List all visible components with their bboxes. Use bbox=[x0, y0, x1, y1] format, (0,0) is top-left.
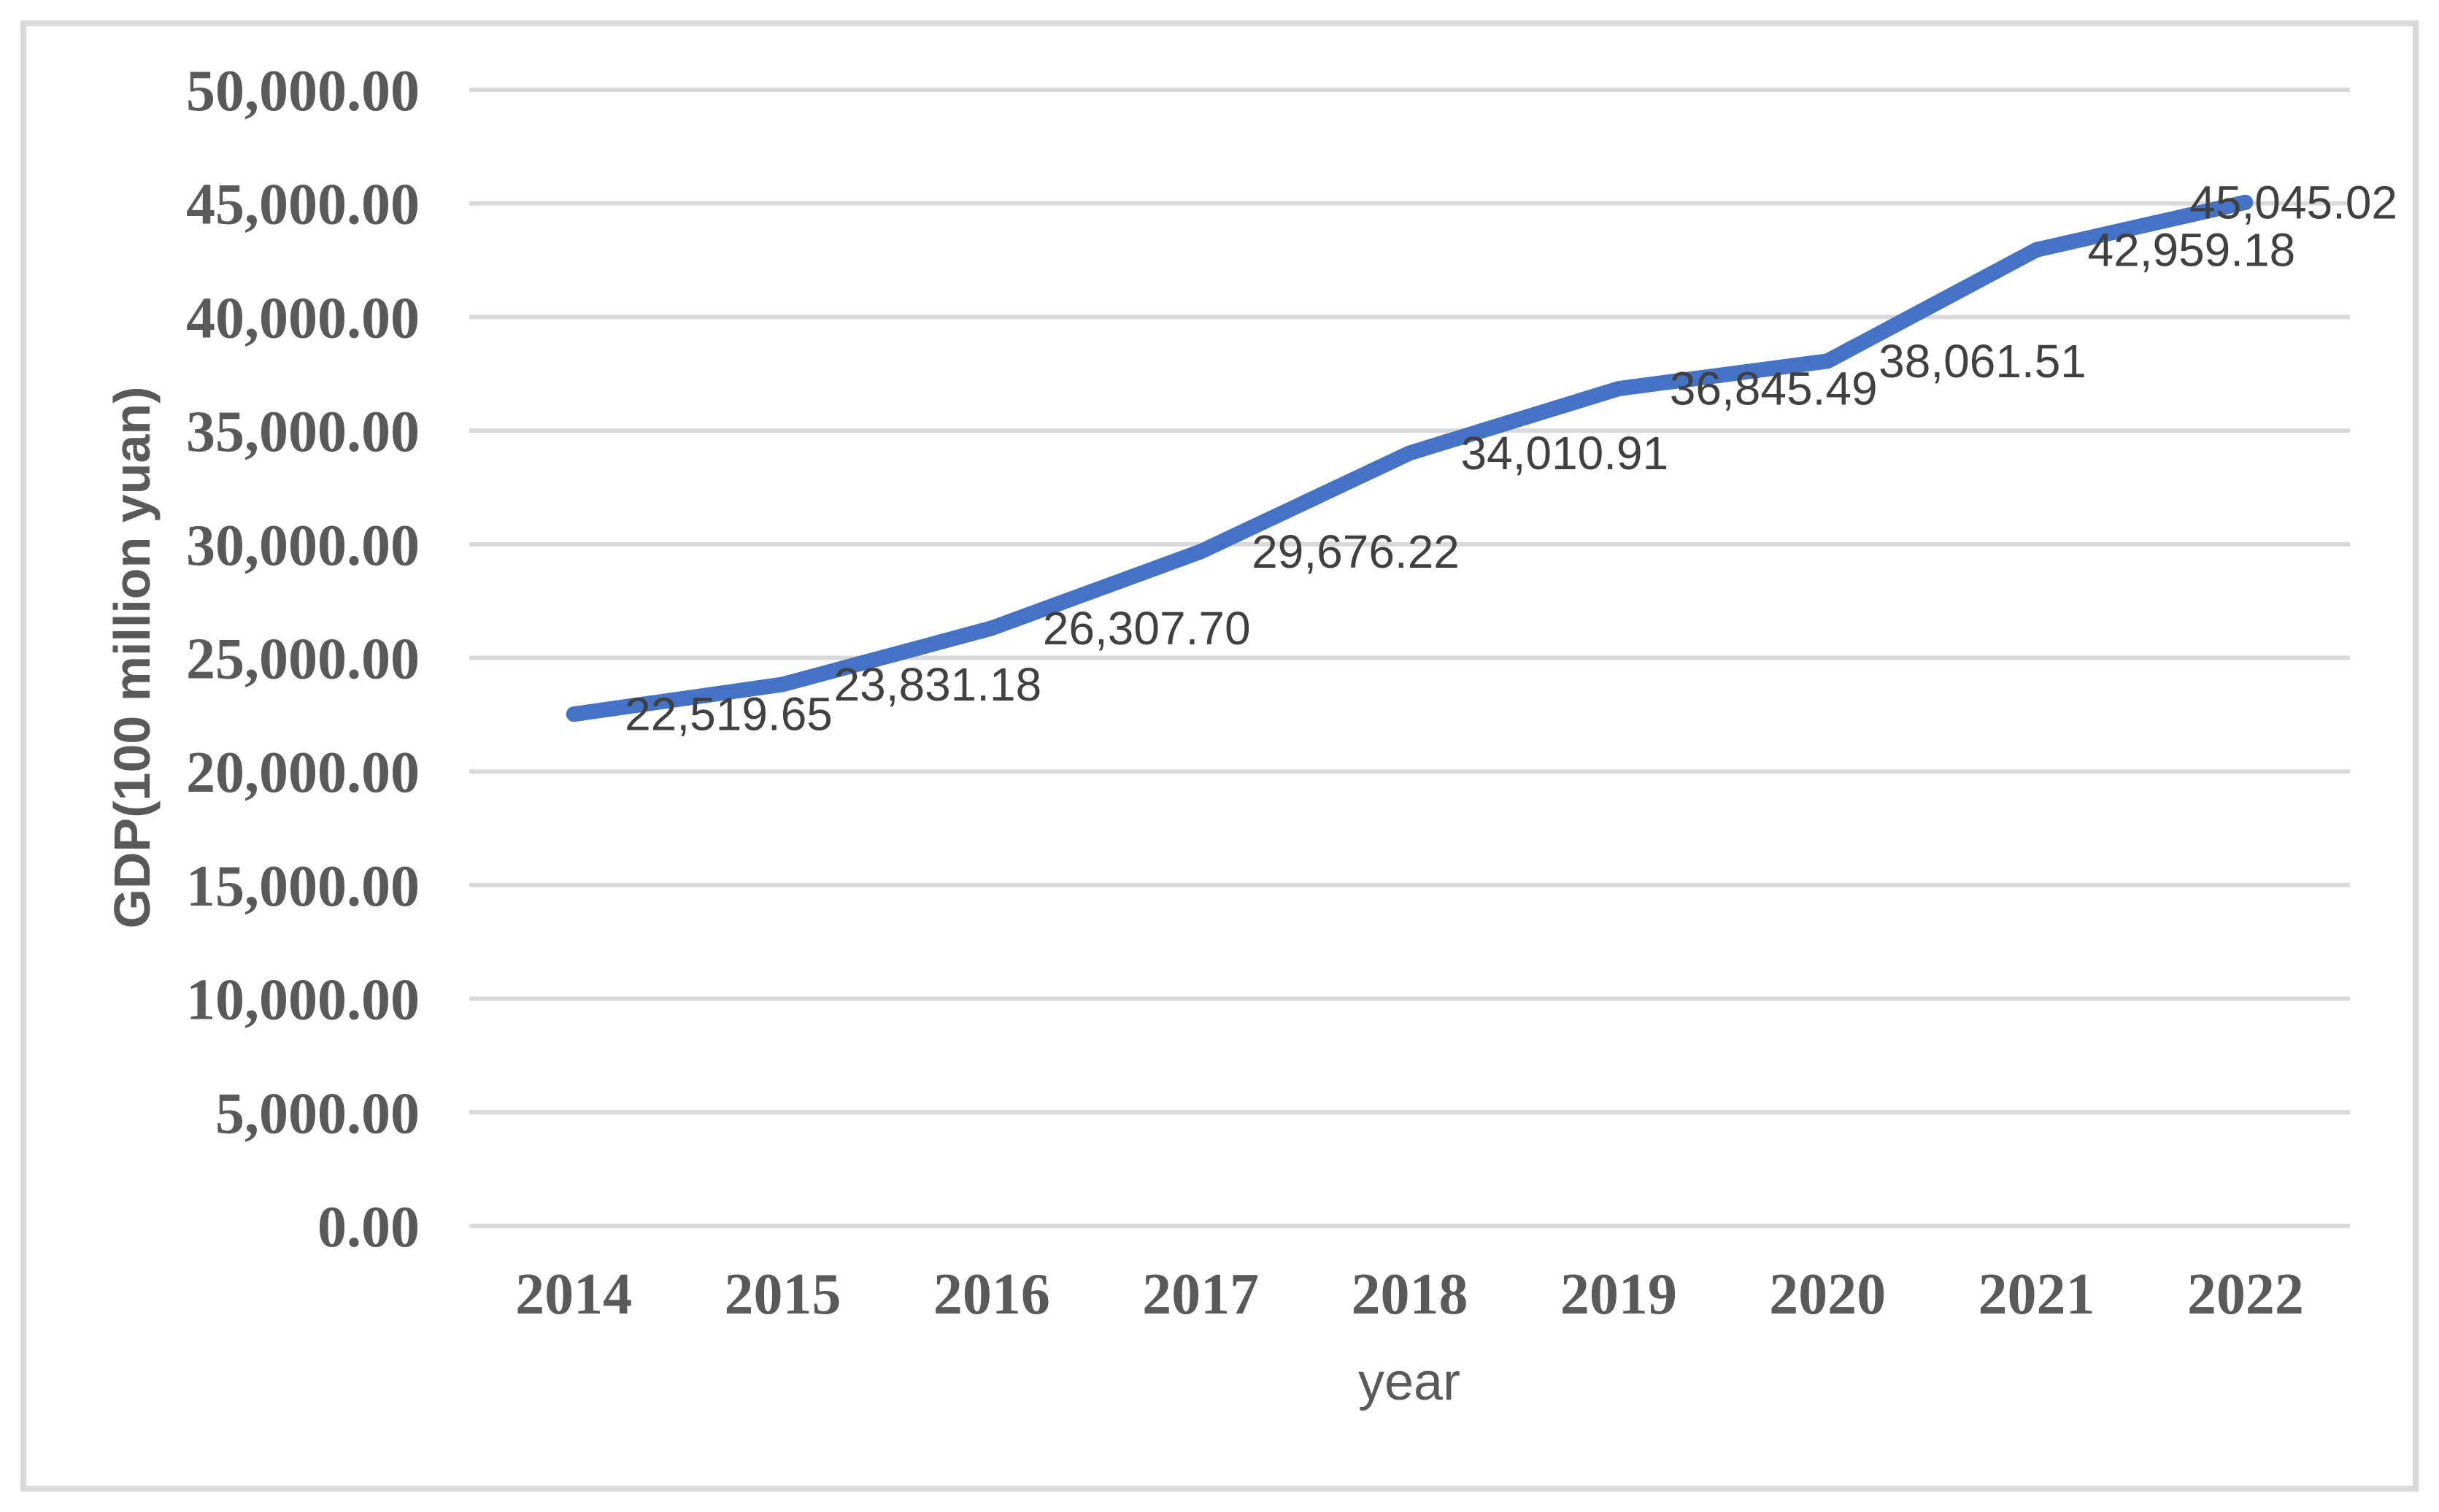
x-axis-title: year bbox=[1358, 1353, 1460, 1411]
y-axis-tick-label: 35,000.00 bbox=[186, 400, 420, 464]
y-axis-tick-label: 15,000.00 bbox=[186, 855, 420, 919]
gridlines-group bbox=[469, 88, 2350, 1228]
gdp-series-line bbox=[566, 194, 2254, 722]
x-axis-tick-label: 2017 bbox=[1142, 1262, 1259, 1327]
y-axis-tick-label: 40,000.00 bbox=[186, 286, 420, 350]
data-label: 34,010.91 bbox=[1461, 427, 1669, 479]
data-label: 22,519.65 bbox=[625, 688, 833, 741]
chart-border bbox=[20, 20, 2419, 1492]
y-axis-title: GDP(100 million yuan) bbox=[104, 387, 161, 929]
y-axis-tick-label: 25,000.00 bbox=[186, 628, 420, 692]
x-axis-tick-label: 2020 bbox=[1769, 1262, 1886, 1327]
x-axis-tick-label: 2018 bbox=[1352, 1262, 1468, 1327]
x-axis-tick-label: 2019 bbox=[1560, 1262, 1677, 1327]
x-axis-tick-label: 2022 bbox=[2187, 1262, 2304, 1327]
y-axis-tick-label: 30,000.00 bbox=[186, 514, 420, 578]
y-axis-tick-label: 50,000.00 bbox=[186, 59, 420, 123]
data-label: 36,845.49 bbox=[1670, 363, 1878, 415]
data-series-group bbox=[566, 194, 2254, 722]
data-label: 42,959.18 bbox=[2088, 223, 2296, 276]
data-label: 38,061.51 bbox=[1879, 335, 2087, 387]
x-axis-tick-label: 2021 bbox=[1978, 1262, 2095, 1327]
data-labels-group: 22,519.6523,831.1826,307.7029,676.2234,0… bbox=[625, 176, 2397, 740]
y-axis-tick-label: 45,000.00 bbox=[186, 173, 420, 237]
data-label: 23,831.18 bbox=[834, 658, 1042, 711]
x-axis-tick-label: 2015 bbox=[725, 1262, 841, 1327]
y-axis-tick-label: 0.00 bbox=[317, 1195, 420, 1260]
y-axis-tick-label: 20,000.00 bbox=[186, 741, 420, 805]
data-label: 26,307.70 bbox=[1043, 602, 1251, 655]
y-axis-tick-label: 5,000.00 bbox=[215, 1081, 420, 1146]
x-axis-tick-labels: 2014 2015 2016 2017 2018 2019 2020 2021 2022 bbox=[515, 1262, 2304, 1327]
y-axis-tick-label: 10,000.00 bbox=[186, 968, 420, 1033]
data-label: 45,045.02 bbox=[2189, 176, 2397, 228]
x-axis-tick-label: 2014 bbox=[515, 1262, 632, 1327]
data-label: 29,676.22 bbox=[1252, 525, 1460, 578]
x-axis-tick-label: 2016 bbox=[933, 1262, 1050, 1327]
y-axis-tick-labels: 0.00 5,000.00 10,000.00 15,000.00 20,000.00 2… bbox=[186, 59, 420, 1260]
